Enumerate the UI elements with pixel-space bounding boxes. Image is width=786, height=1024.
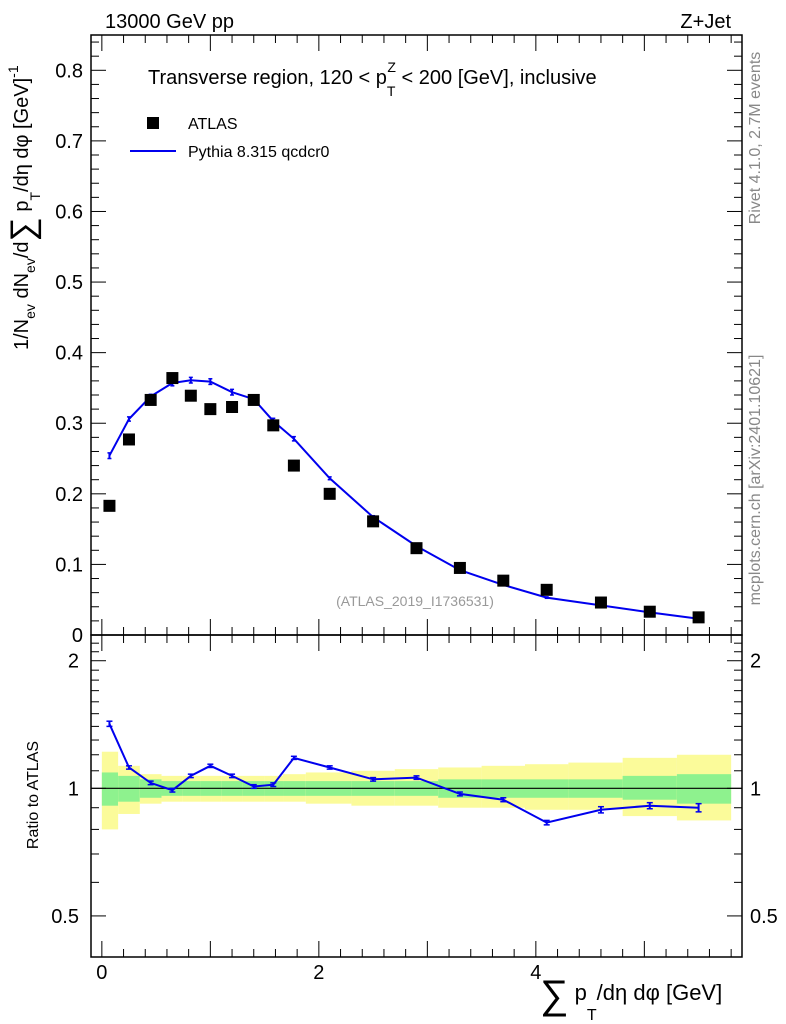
x-tick-label: 0 — [96, 962, 107, 984]
main-y-tick-label: 0.2 — [55, 484, 83, 506]
ratio-y-tick-label-right: 1 — [750, 778, 761, 800]
x-label-part: T — [587, 1007, 597, 1024]
main-y-tick-label: 0.8 — [55, 60, 83, 82]
atlas-data-point — [323, 487, 336, 500]
atlas-data-point — [247, 393, 260, 406]
atlas-data-point — [410, 542, 423, 555]
pythia-series-line — [108, 379, 699, 620]
atlas-data-point — [453, 561, 466, 574]
chart-title-sub: T — [387, 83, 396, 99]
ratio-y-tick-label-right: 0.5 — [750, 906, 778, 928]
atlas-data-point — [184, 389, 197, 402]
x-label-sum: ∑ — [540, 973, 569, 1017]
analysis-label: (ATLAS_2019_I1736531) — [336, 593, 494, 609]
y-label-unit: [GeV] — [11, 78, 33, 129]
y-label-part: dN — [11, 273, 33, 304]
chart-title-sup: Z — [387, 59, 396, 75]
y-label-part: T — [27, 192, 43, 201]
y-label-part: /d — [11, 241, 33, 258]
ratio-y-tick-label-right: 2 — [750, 651, 761, 673]
ratio-y-tick-label: 1 — [68, 778, 79, 800]
header-left: 13000 GeV pp — [105, 11, 234, 33]
y-label-part: p — [11, 201, 33, 218]
main-y-tick-label: 0.3 — [55, 413, 83, 435]
x-axis-label: ∑ pT/dη dφ [GeV] — [540, 973, 722, 1024]
main-y-tick-label: 0.1 — [55, 554, 83, 576]
y-label-part: ev — [22, 258, 38, 273]
side-label-rivet: Rivet 4.1.0, 2.7M events — [747, 52, 764, 225]
atlas-data-point — [267, 419, 280, 432]
chart-title-main: Transverse region, 120 < p — [148, 67, 387, 89]
y-label-exp: -1 — [5, 65, 21, 78]
legend-pythia-label: Pythia 8.315 qcdcr0 — [188, 144, 330, 161]
legend-atlas-label: ATLAS — [188, 116, 238, 133]
atlas-data-point — [497, 574, 510, 587]
legend-atlas-marker — [147, 117, 159, 129]
chart-title-end: < 200 [GeV], inclusive — [396, 67, 597, 89]
atlas-data-point — [144, 393, 157, 406]
main-panel-data — [103, 372, 705, 624]
ratio-y-tick-label: 0.5 — [51, 906, 79, 928]
atlas-data-point — [643, 605, 656, 618]
atlas-data-point — [226, 401, 239, 413]
main-y-axis-label: 1/Nev dNev/d∑ pT/dη dφ [GeV]-1 — [4, 65, 43, 350]
ratio-panel-ticks: 0.5 0.5 1 1 2 2 0 2 4 — [51, 635, 778, 984]
atlas-data-point — [692, 611, 705, 624]
x-tick-label: 4 — [530, 962, 541, 984]
ratio-y-tick-label: 2 — [68, 651, 79, 673]
chart-title: Transverse region, 120 < pTZ < 200 [GeV]… — [148, 59, 597, 99]
y-label-sum: ∑ — [4, 217, 42, 241]
atlas-data-point — [122, 433, 135, 446]
ratio-stat-uncertainty-band — [101, 772, 119, 806]
y-label-part: /dη dφ — [11, 129, 33, 192]
main-y-tick-label: 0 — [72, 625, 83, 647]
main-y-tick-label: 0.5 — [55, 272, 83, 294]
y-label-part: 1/N — [11, 319, 33, 350]
x-tick-label: 2 — [313, 962, 324, 984]
y-label-part: ev — [22, 304, 38, 319]
side-label-mcplots: mcplots.cern.ch [arXiv:2401.10621] — [747, 355, 764, 606]
ratio-panel-data — [91, 720, 742, 830]
atlas-data-point — [367, 515, 380, 528]
atlas-data-point — [204, 403, 217, 416]
x-label-part: /dη dφ [GeV] — [597, 980, 723, 1005]
main-y-tick-label: 0.7 — [55, 131, 83, 153]
ratio-panel-frame — [90, 634, 743, 958]
atlas-data-point — [540, 583, 553, 596]
atlas-data-point — [166, 372, 179, 385]
main-y-tick-label: 0.4 — [55, 343, 83, 365]
ratio-y-axis-label: Ratio to ATLAS — [25, 741, 42, 849]
main-panel-ticks: 0 0.1 0.2 0.3 0.4 0.5 0.6 0.7 0.8 — [55, 35, 742, 647]
x-label-part: p — [569, 980, 587, 1005]
atlas-data-point — [594, 596, 607, 609]
atlas-data-point — [103, 499, 116, 512]
main-y-tick-label: 0.6 — [55, 201, 83, 223]
legend: ATLAS Pythia 8.315 qcdcr0 — [130, 116, 330, 161]
atlas-data-point — [287, 459, 300, 472]
header-right: Z+Jet — [680, 11, 731, 33]
